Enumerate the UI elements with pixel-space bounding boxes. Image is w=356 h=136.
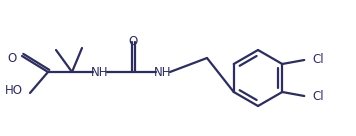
Text: Cl: Cl <box>312 53 324 67</box>
Text: Cl: Cl <box>312 89 324 103</box>
Text: O: O <box>8 52 17 64</box>
Text: NH: NH <box>154 66 172 78</box>
Text: O: O <box>129 35 138 48</box>
Text: NH: NH <box>91 66 109 78</box>
Text: HO: HO <box>5 84 23 97</box>
